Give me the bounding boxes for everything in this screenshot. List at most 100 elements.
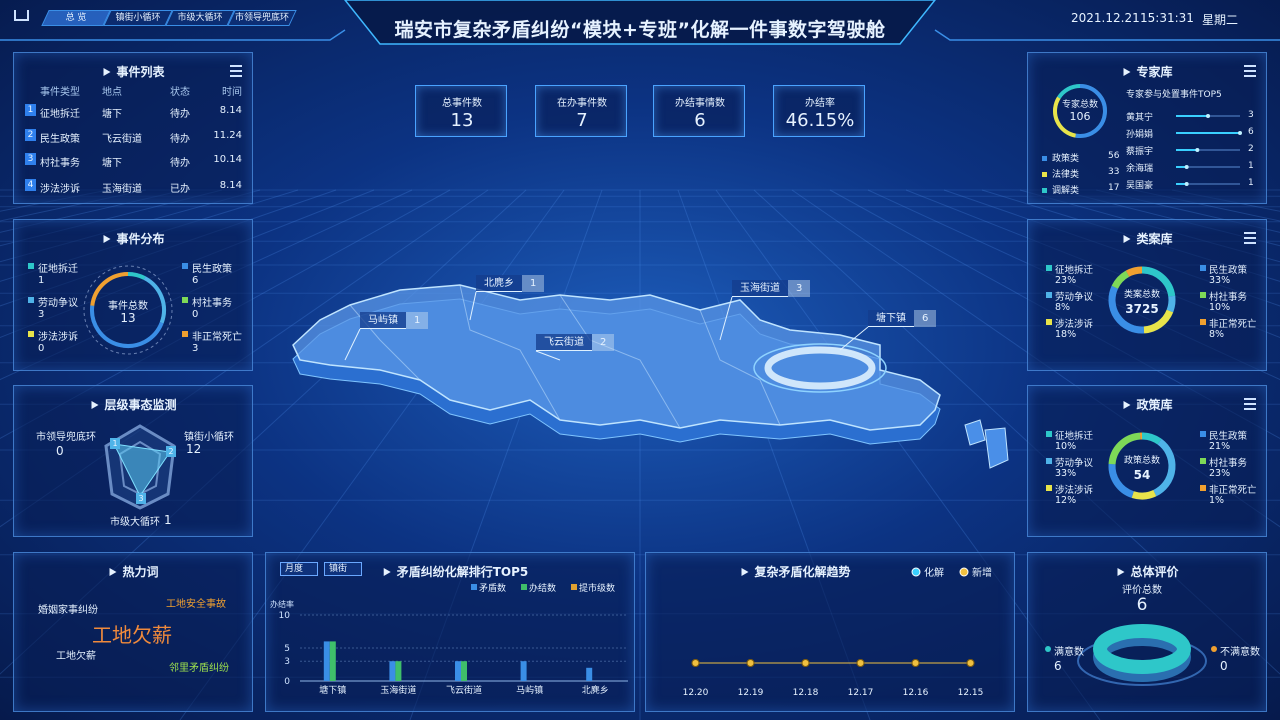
ring-segment bbox=[90, 305, 164, 348]
kpi-value: 46.15% bbox=[785, 110, 855, 131]
cell: 待办 bbox=[170, 158, 190, 169]
map-label: 北麂乡 1 bbox=[476, 275, 545, 292]
ring-segment bbox=[1108, 463, 1135, 498]
item-value: 3 bbox=[38, 309, 45, 320]
nav-tab[interactable]: 镇街小循环 bbox=[103, 10, 173, 26]
item-name: 涉法涉诉 bbox=[1055, 319, 1094, 330]
grid-decor bbox=[0, 189, 299, 282]
item-value: 33% bbox=[1055, 468, 1077, 479]
menu-icon[interactable] bbox=[230, 65, 242, 77]
region-name: 马屿镇 bbox=[360, 312, 406, 329]
item-name: 征地拆迁 bbox=[1055, 265, 1094, 276]
ring-segment bbox=[1057, 84, 1081, 99]
item-value: 1% bbox=[1209, 495, 1225, 506]
item-value: 8% bbox=[1055, 302, 1071, 313]
cell: 征地拆迁 bbox=[40, 109, 80, 120]
ring-segment bbox=[90, 272, 129, 306]
item-name: 满意数 bbox=[1054, 647, 1084, 658]
bar-tip bbox=[1206, 114, 1210, 118]
filter-dropdown[interactable]: 月度 bbox=[280, 562, 318, 576]
kpi-card: 在办事件数 7 bbox=[535, 85, 627, 137]
expert-value: 1 bbox=[1248, 161, 1254, 171]
panel-title: 专家库 bbox=[1123, 63, 1172, 80]
region-value: 2 bbox=[592, 334, 615, 351]
item-value: 23% bbox=[1055, 275, 1077, 286]
legend-label: 办结数 bbox=[529, 582, 556, 594]
legend-swatch bbox=[1046, 485, 1052, 491]
menu-icon[interactable] bbox=[1244, 65, 1256, 77]
legend-swatch bbox=[571, 584, 577, 590]
bar bbox=[520, 661, 527, 681]
expert-value: 1 bbox=[1248, 178, 1254, 188]
heat-word: 工地安全事故 bbox=[166, 599, 226, 610]
total-label: 评价总数 bbox=[1122, 585, 1162, 596]
legend-swatch bbox=[1042, 172, 1047, 177]
map-label: 飞云街道 2 bbox=[536, 334, 615, 351]
bar bbox=[1176, 132, 1240, 134]
radar-marker: 3 bbox=[136, 493, 146, 504]
item-name: 征地拆迁 bbox=[1055, 431, 1094, 442]
item-name: 村社事务 bbox=[1209, 292, 1248, 303]
nav-label: 镇街小循环 bbox=[115, 13, 161, 23]
ring-segment bbox=[1141, 266, 1176, 297]
legend-marker bbox=[1045, 646, 1051, 652]
nav-tab[interactable]: 总 览 bbox=[41, 10, 111, 26]
heat-words-panel: 热力词 婚姻家事纠纷 工地安全事故 工地欠薪 工地欠薪 邻里矛盾纠纷 bbox=[13, 552, 253, 712]
expert-name: 蔡振宇 bbox=[1126, 147, 1154, 157]
legend-swatch bbox=[1046, 431, 1052, 437]
map-halo bbox=[753, 343, 887, 393]
item-value: 12% bbox=[1055, 495, 1077, 506]
x-tick-label: 塘下镇 bbox=[319, 684, 346, 696]
menu-icon[interactable] bbox=[1244, 398, 1256, 410]
region-name: 飞云街道 bbox=[536, 334, 592, 351]
event-list-panel: 事件列表 事件类型 地点 状态 时间 1 征地拆迁 塘下 待办 8.14 2 民生政策 飞云街道 待办 11… bbox=[13, 52, 253, 204]
point bbox=[856, 659, 865, 667]
home-icon[interactable] bbox=[14, 10, 29, 21]
region-name: 北麂乡 bbox=[476, 275, 522, 292]
item-value: 3 bbox=[192, 343, 199, 354]
grid-decor bbox=[981, 189, 1280, 282]
line-chart-panel: 复杂矛盾化解趋势 化解 新增 12.20 12.19 12.18 12.17 12.16 12.… bbox=[645, 552, 1015, 712]
y-tick-label: 5 bbox=[284, 644, 290, 654]
menu-icon[interactable] bbox=[1244, 232, 1256, 244]
bar-tip bbox=[1195, 148, 1200, 152]
nav-tab[interactable]: 市级大循环 bbox=[165, 10, 235, 26]
kpi-label: 办结率 bbox=[805, 98, 835, 109]
kpi-value: 13 bbox=[450, 110, 474, 131]
expert-name: 黄其宁 bbox=[1126, 113, 1154, 123]
expert-name: 吴国豪 bbox=[1126, 181, 1154, 191]
ring-segment bbox=[1108, 432, 1141, 465]
bar bbox=[461, 661, 467, 681]
legend-marker bbox=[959, 567, 969, 577]
legend-swatch bbox=[1200, 292, 1206, 298]
radar-area bbox=[113, 443, 171, 497]
bar bbox=[455, 661, 461, 681]
legend-swatch bbox=[182, 331, 188, 337]
ring-segment bbox=[1075, 84, 1107, 138]
kpi-card: 办结事情数 6 bbox=[653, 85, 745, 137]
item-name: 征地拆迁 bbox=[38, 264, 78, 275]
bar-tip bbox=[1238, 131, 1242, 135]
x-tick-label: 12.15 bbox=[958, 688, 984, 698]
legend-swatch bbox=[1200, 458, 1206, 464]
nav-tab[interactable]: 市领导兜底环 bbox=[227, 10, 297, 26]
legend-marker bbox=[1211, 646, 1217, 652]
cell: 飞云街道 bbox=[102, 134, 142, 145]
kpi-value: 7 bbox=[576, 110, 588, 131]
y-tick-label: 3 bbox=[284, 657, 290, 667]
legend-swatch bbox=[1046, 265, 1052, 271]
map-surface bbox=[292, 284, 941, 431]
ring-segment bbox=[127, 272, 146, 280]
filter-dropdown[interactable]: 镇街 bbox=[324, 562, 362, 576]
item-name: 涉法涉诉 bbox=[1055, 485, 1094, 496]
panel-graphic: 化解 新增 12.20 12.19 12.18 12.17 12.16 12.15 bbox=[683, 566, 992, 698]
category-value: 33 bbox=[1108, 167, 1120, 177]
x-tick-label: 12.18 bbox=[793, 688, 819, 698]
kpi-label: 办结事情数 bbox=[675, 98, 725, 109]
panel-title: 热力词 bbox=[109, 563, 158, 580]
region-value: 6 bbox=[914, 310, 937, 327]
legend-label: 矛盾数 bbox=[479, 582, 506, 594]
bar bbox=[1176, 149, 1198, 151]
item-name: 非正常死亡 bbox=[1209, 485, 1257, 496]
header-frame bbox=[344, 0, 936, 45]
